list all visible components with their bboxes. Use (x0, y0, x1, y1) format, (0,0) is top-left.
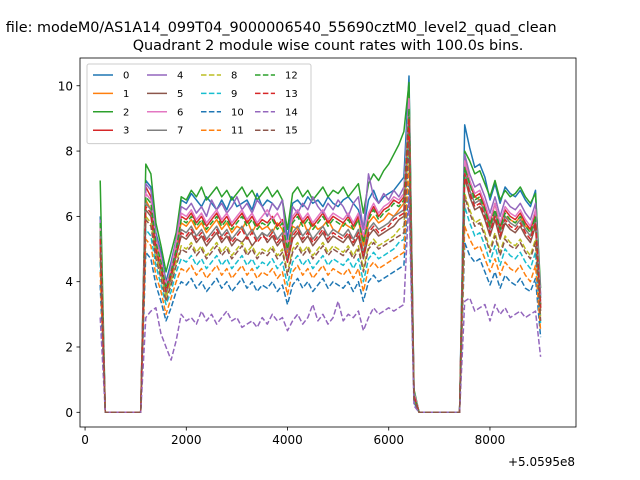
series-line-14 (99, 196, 542, 414)
x-tick-label: 6000 (373, 433, 404, 447)
legend-label-10: 10 (231, 107, 244, 118)
legend-label-9: 9 (231, 89, 237, 100)
legend-label-14: 14 (285, 107, 298, 118)
legend-label-8: 8 (231, 71, 237, 82)
legend-label-0: 0 (123, 71, 129, 82)
y-tick-label: 6 (65, 210, 73, 224)
series-line-12 (99, 107, 542, 414)
legend-box (86, 63, 312, 145)
legend-label-6: 6 (177, 107, 183, 118)
legend-label-11: 11 (231, 126, 244, 137)
legend-label-3: 3 (123, 126, 129, 137)
x-tick-label: 0 (81, 433, 89, 447)
series-line-15 (99, 140, 542, 414)
y-tick-label: 4 (65, 275, 73, 289)
y-tick-label: 10 (58, 79, 73, 93)
series-line-13 (99, 117, 542, 414)
series-line-9 (99, 147, 542, 414)
legend-label-13: 13 (285, 89, 298, 100)
x-tick-label: 4000 (272, 433, 303, 447)
legend-label-12: 12 (285, 71, 298, 82)
x-tick-label: 2000 (171, 433, 202, 447)
y-tick-label: 0 (65, 406, 73, 420)
chart-title: Quadrant 2 module wise count rates with … (133, 38, 524, 54)
y-tick-label: 8 (65, 145, 73, 159)
legend-label-7: 7 (177, 126, 183, 137)
y-tick-label: 2 (65, 340, 73, 354)
legend-label-2: 2 (123, 107, 129, 118)
legend-label-4: 4 (177, 71, 183, 82)
x-tick-label: 8000 (475, 433, 506, 447)
plot-frame (79, 57, 577, 428)
figure-suptitle: n file: modeM0/AS1A14_099T04_9000006540_… (0, 20, 557, 36)
series-line-2 (99, 81, 542, 414)
plot-area: 0 2000 4000 6000 800002468100123456789101112… (58, 57, 577, 447)
series-line-8 (99, 133, 542, 414)
legend-label-1: 1 (123, 89, 129, 100)
series-line-11 (99, 163, 542, 414)
legend-label-15: 15 (285, 126, 298, 137)
x-axis-offset-label: +5.0595e8 (508, 455, 575, 469)
series-line-6 (99, 98, 542, 414)
legend-label-5: 5 (177, 89, 183, 100)
